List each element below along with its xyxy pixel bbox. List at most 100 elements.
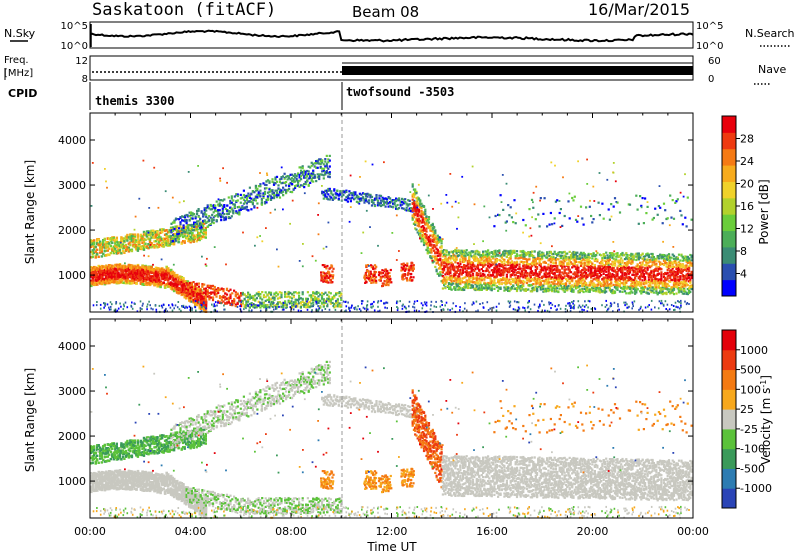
power-cell bbox=[135, 240, 138, 243]
power-cell bbox=[197, 299, 200, 302]
power-cell bbox=[330, 192, 333, 195]
power-cell bbox=[325, 162, 328, 165]
power-cell bbox=[136, 249, 140, 252]
power-cell bbox=[277, 184, 280, 187]
power-cell bbox=[136, 235, 140, 238]
power-cell bbox=[429, 225, 432, 228]
power-cell bbox=[294, 291, 297, 294]
power-cell bbox=[263, 201, 267, 204]
power-cell bbox=[206, 295, 209, 298]
power-cell bbox=[147, 272, 150, 276]
power-cell bbox=[268, 188, 271, 191]
power-cell bbox=[334, 193, 337, 196]
power-cell bbox=[163, 276, 167, 279]
power-cell bbox=[289, 173, 292, 176]
power-cell bbox=[96, 238, 99, 241]
power-cell bbox=[109, 237, 112, 240]
power-cell bbox=[178, 275, 182, 278]
power-cell bbox=[234, 295, 237, 298]
power-cell bbox=[396, 199, 399, 202]
power-cell bbox=[103, 270, 107, 273]
power-cell bbox=[223, 216, 226, 219]
power-cell bbox=[303, 183, 306, 186]
power-cell bbox=[121, 243, 125, 246]
power-cell bbox=[171, 282, 174, 286]
power-cell bbox=[305, 302, 308, 305]
power-cell bbox=[370, 199, 374, 202]
power-cell bbox=[262, 294, 266, 297]
power-cell bbox=[153, 231, 156, 235]
power-cell bbox=[130, 235, 134, 238]
power-cell bbox=[120, 270, 123, 273]
power-cell bbox=[383, 202, 386, 205]
power-cell bbox=[205, 209, 208, 212]
power-cell bbox=[241, 302, 244, 305]
power-cell bbox=[187, 288, 190, 291]
power-cell bbox=[117, 248, 120, 251]
power-cell bbox=[204, 289, 207, 292]
power-cell bbox=[238, 296, 241, 299]
power-cell bbox=[340, 292, 343, 295]
power-cell bbox=[199, 294, 202, 298]
power-cell bbox=[203, 222, 206, 225]
power-cell bbox=[103, 249, 106, 253]
power-cell bbox=[197, 235, 200, 239]
power-cell bbox=[206, 284, 209, 287]
power-cell bbox=[333, 189, 336, 192]
power-cell bbox=[409, 276, 413, 279]
power-cell bbox=[150, 229, 153, 233]
power-cell bbox=[411, 185, 414, 188]
power-cell bbox=[373, 274, 376, 277]
power-cell bbox=[129, 272, 132, 276]
power-cell bbox=[297, 183, 300, 186]
power-cell bbox=[372, 279, 376, 282]
power-cell bbox=[174, 275, 177, 278]
power-cell bbox=[384, 284, 387, 287]
power-cell bbox=[133, 233, 137, 236]
power-cell bbox=[286, 175, 289, 178]
power-cell bbox=[348, 197, 351, 200]
power-cell bbox=[160, 228, 164, 231]
power-cell bbox=[229, 199, 232, 203]
power-cell bbox=[130, 281, 134, 285]
power-cell bbox=[414, 203, 417, 206]
power-cell bbox=[435, 251, 438, 255]
power-cell bbox=[312, 291, 315, 295]
power-cell bbox=[335, 305, 338, 308]
power-cell bbox=[250, 295, 253, 298]
power-cell bbox=[284, 304, 287, 307]
power-cell bbox=[151, 268, 155, 271]
power-cell bbox=[411, 218, 414, 221]
power-cell bbox=[197, 238, 200, 241]
power-cell bbox=[195, 236, 198, 239]
power-cell bbox=[192, 298, 196, 302]
power-cell bbox=[505, 220, 508, 223]
power-cell bbox=[474, 259, 477, 262]
power-cell bbox=[272, 183, 276, 186]
power-cell bbox=[204, 226, 207, 230]
power-cell bbox=[157, 245, 161, 248]
power-cell bbox=[204, 287, 207, 290]
power-cell bbox=[192, 238, 195, 242]
power-cell bbox=[372, 199, 375, 202]
power-cell bbox=[373, 272, 376, 275]
power-cell bbox=[129, 280, 132, 283]
power-cell bbox=[308, 300, 311, 304]
power-cell bbox=[194, 285, 197, 288]
power-cell bbox=[411, 217, 414, 220]
power-cell bbox=[427, 236, 431, 239]
power-cell bbox=[150, 271, 153, 274]
power-cell bbox=[273, 292, 276, 295]
power-cell bbox=[365, 264, 368, 267]
power-cell bbox=[138, 271, 141, 274]
power-cell bbox=[208, 286, 211, 289]
power-cell bbox=[190, 295, 193, 298]
power-cell bbox=[514, 257, 517, 260]
power-cell bbox=[148, 278, 152, 281]
power-cell bbox=[234, 293, 237, 296]
power-cell bbox=[340, 294, 343, 297]
power-cell bbox=[367, 193, 371, 196]
power-cell bbox=[133, 266, 137, 269]
power-cell bbox=[192, 240, 195, 243]
power-cell bbox=[132, 240, 135, 243]
